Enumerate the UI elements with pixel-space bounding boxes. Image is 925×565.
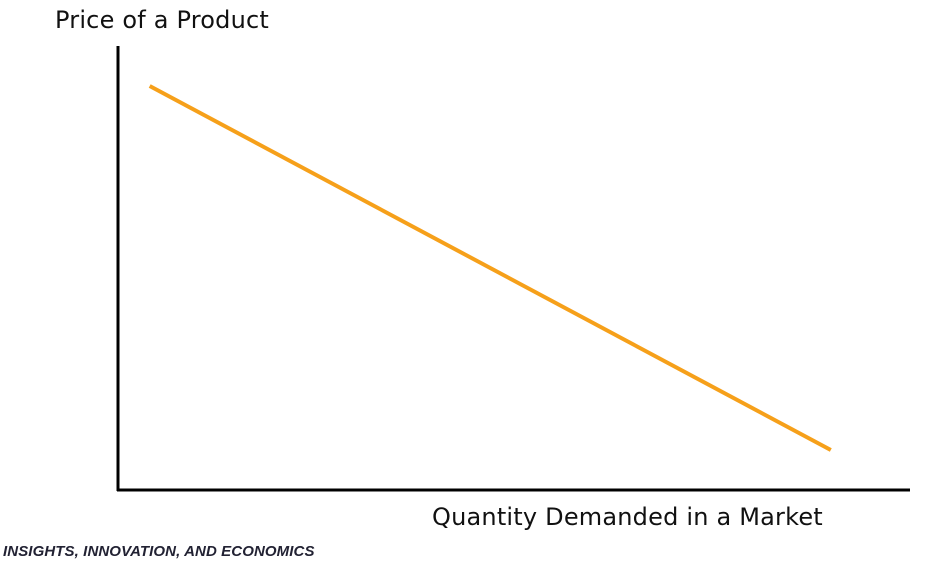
x-axis-label: Quantity Demanded in a Market [432,503,823,531]
footer-brand-text: INSIGHTS, INNOVATION, AND ECONOMICS [3,543,315,560]
y-axis-label: Price of a Product [55,6,269,34]
demand-curve-line [148,84,832,452]
series-layer [148,84,832,452]
